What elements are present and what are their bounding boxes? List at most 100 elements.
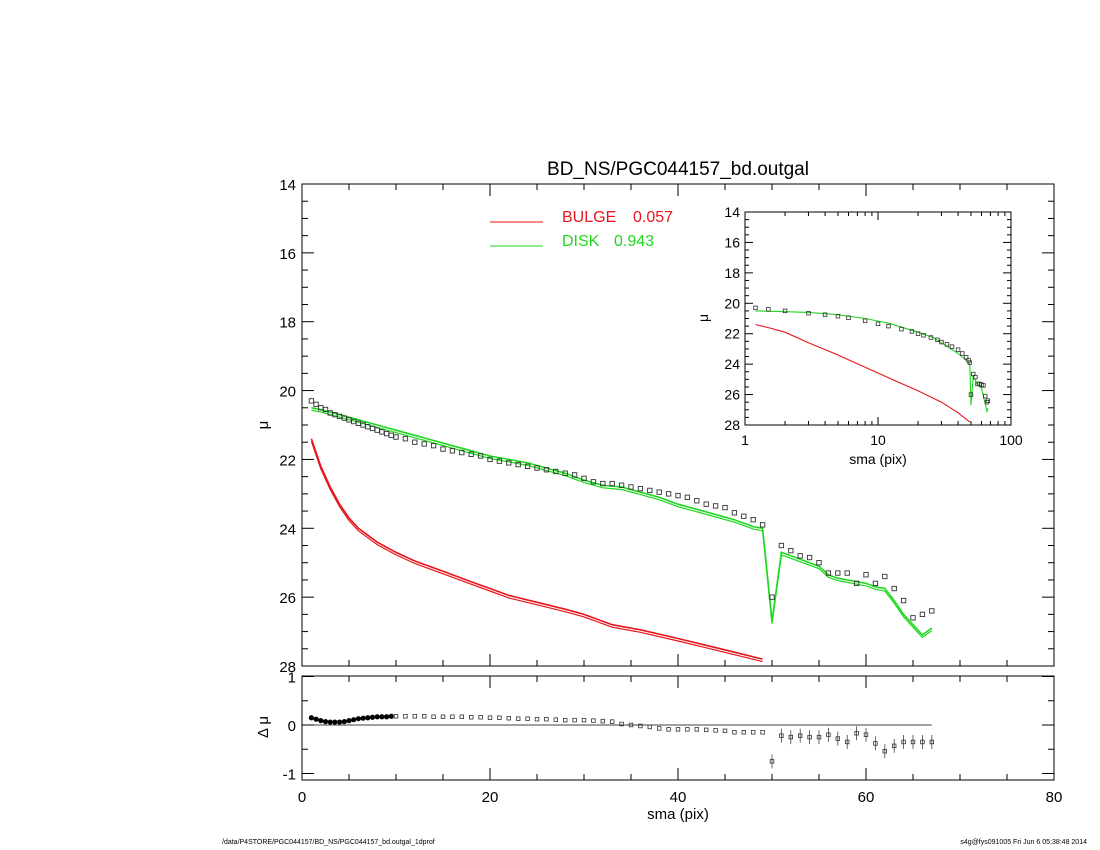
residual-point <box>534 716 540 722</box>
observed-point <box>797 553 803 559</box>
main-y-tick-label: 16 <box>279 246 296 263</box>
residual-point <box>600 718 605 724</box>
observed-point <box>919 611 926 618</box>
inset-y-tick-label: 16 <box>724 234 740 250</box>
footer-timestamp: s4g@fys091005 Fri Jun 6 05:38:48 2014 <box>960 839 1087 846</box>
residual-point <box>351 717 357 723</box>
bulge-model-line <box>310 438 763 660</box>
observed-point <box>703 501 709 507</box>
residual-point <box>431 714 436 719</box>
legend-bulge-label: BULGE <box>562 209 616 226</box>
inset-x-axis-label: sma (pix) <box>849 451 907 467</box>
residual-point <box>638 723 643 729</box>
observed-point <box>496 458 503 464</box>
inset-observed-point <box>766 307 771 312</box>
observed-point <box>379 429 385 435</box>
observed-point <box>759 522 766 528</box>
inset-observed-point <box>966 358 971 363</box>
residual-point <box>741 730 746 735</box>
residual-point <box>666 727 671 732</box>
x-tick-label: 20 <box>482 789 499 806</box>
observed-point <box>383 430 390 437</box>
residual-point <box>516 716 521 721</box>
observed-point <box>872 580 879 587</box>
bulge-inset-model-line <box>755 324 971 423</box>
residual-point <box>882 748 887 754</box>
residual-point <box>525 716 530 721</box>
observed-point <box>388 432 394 438</box>
x-tick-label: 60 <box>858 789 875 806</box>
inset-x-tick-label: 10 <box>870 432 886 448</box>
residual-point <box>497 715 502 720</box>
inset-y-tick-label: 24 <box>724 356 740 372</box>
observed-point <box>910 615 916 621</box>
inset-observed-point <box>935 337 940 342</box>
inset-observed-point <box>875 321 881 327</box>
inset-observed-point <box>955 347 961 352</box>
residual-point <box>384 714 390 720</box>
residual-point <box>346 718 352 724</box>
main-y-tick-label: 20 <box>279 384 296 401</box>
residual-point <box>610 719 615 724</box>
disk-model-line-band <box>311 409 933 639</box>
observed-point <box>929 608 935 614</box>
observed-point <box>741 513 747 519</box>
footer-path: /data/P4STORE/PGC044157/BD_NS/PGC044157_… <box>222 839 435 846</box>
inset-observed-point <box>967 360 972 365</box>
observed-point <box>882 573 888 580</box>
residual-point <box>365 715 371 721</box>
inset-y-tick-label: 18 <box>724 265 740 281</box>
residual-point <box>581 717 587 723</box>
observed-point <box>684 494 691 500</box>
inset-observed-point <box>886 323 891 329</box>
inset-observed-point <box>753 305 758 311</box>
residual-point <box>920 739 925 745</box>
main-y-tick-label: 22 <box>279 452 296 469</box>
disk-model-line <box>311 407 933 637</box>
residual-point <box>553 717 558 722</box>
observed-point <box>440 446 446 452</box>
residual-y-tick-label: -1 <box>283 767 296 784</box>
observed-point <box>421 441 427 447</box>
main-y-tick-label: 14 <box>279 177 296 194</box>
inset-observed-point <box>921 333 926 338</box>
observed-point <box>393 434 399 440</box>
observed-point <box>769 594 775 600</box>
x-tick-label: 0 <box>298 789 306 806</box>
observed-point <box>515 461 521 468</box>
residual-point <box>675 727 681 732</box>
observed-point <box>600 480 606 487</box>
legend-bulge-value: 0.057 <box>633 209 673 226</box>
observed-point <box>712 503 719 509</box>
residual-point <box>892 743 897 749</box>
inset-observed-point <box>928 335 934 340</box>
residual-point <box>647 724 652 730</box>
observed-point <box>731 510 738 516</box>
residual-point <box>854 731 859 736</box>
observed-point <box>853 580 860 587</box>
legend-disk-label: DISK <box>562 233 600 250</box>
observed-point <box>402 436 409 442</box>
residual-point <box>929 739 934 745</box>
residual-point <box>807 734 812 740</box>
residual-point <box>704 727 709 733</box>
residual-point <box>816 734 822 740</box>
observed-point <box>816 560 822 566</box>
inset-observed-point <box>862 318 868 323</box>
residual-point <box>544 716 549 722</box>
residual-point <box>506 716 511 721</box>
residual-point <box>341 719 347 725</box>
observed-point <box>891 585 897 592</box>
observed-point <box>835 570 841 576</box>
inset-observed-point <box>939 339 944 345</box>
inset-x-tick-label: 100 <box>999 432 1023 448</box>
main-series <box>310 407 933 663</box>
observed-point <box>665 491 672 497</box>
chart-title: BD_NS/PGC044157_bd.outgal <box>547 159 809 180</box>
residual-point <box>722 728 728 734</box>
inset-observed-point <box>806 310 811 316</box>
observed-point <box>313 401 319 407</box>
observed-point <box>553 468 559 475</box>
